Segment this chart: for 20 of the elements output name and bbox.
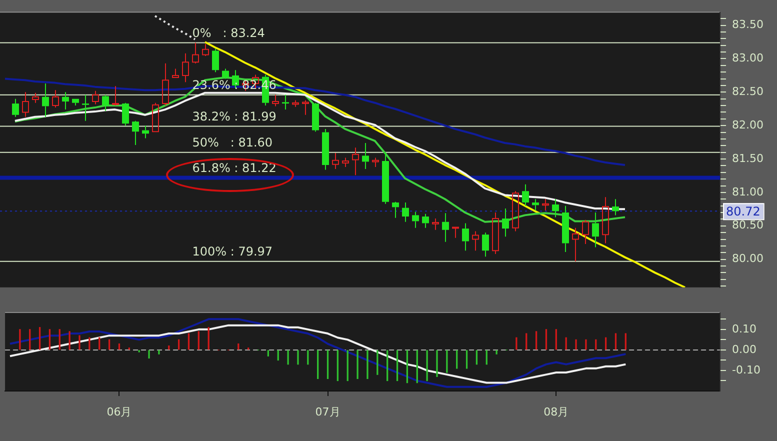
x-tick-label: 08月 — [544, 405, 569, 418]
y-tick-label: 80.50 — [732, 218, 764, 232]
y-tick-label: 81.50 — [732, 152, 764, 165]
ref-line-label: 50% : 81.60 — [192, 135, 273, 150]
y-tick-label: 83.00 — [732, 52, 764, 65]
y-tick-label: 81.00 — [732, 185, 764, 198]
y-tick-label: 82.50 — [732, 85, 764, 98]
x-tick-label: 06月 — [106, 405, 132, 418]
ref-line-label: 38.2% : 81.99 — [192, 109, 276, 124]
ref-line-label: 61.8% : 81.22 — [192, 160, 276, 175]
y-tick-label: 80.00 — [732, 252, 764, 266]
y-tick-label: 0.00 — [732, 342, 756, 356]
y-tick-label: 83.50 — [732, 18, 764, 32]
y-tick-label: 0.10 — [732, 322, 756, 336]
y-tick-label: 82.00 — [732, 118, 764, 132]
x-tick-label: 07月 — [315, 405, 340, 418]
ref-line-label: 80.72 — [726, 204, 760, 218]
ref-line-label: 0% : 83.24 — [192, 26, 265, 40]
ref-line-label: 100% : 79.97 — [192, 244, 273, 258]
y-tick-label: -0.10 — [732, 363, 760, 376]
